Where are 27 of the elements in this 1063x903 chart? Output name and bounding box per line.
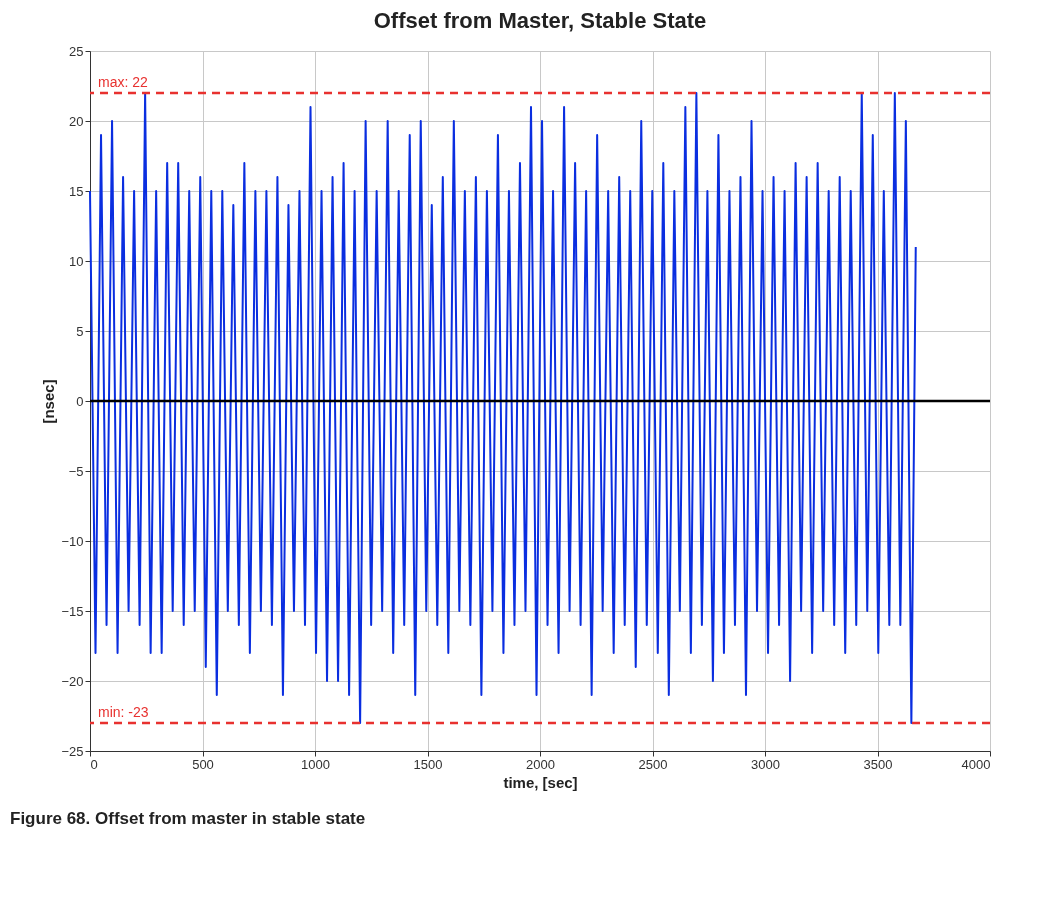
x-tick-label: 0 [90,756,98,772]
y-tick-label: 25 [69,43,84,59]
x-tick-label: 2000 [526,756,555,772]
y-tick-label: −5 [68,463,84,479]
y-tick-label: 5 [76,323,84,339]
x-tick-label: 4000 [961,756,991,772]
y-tick-label: 0 [76,393,84,409]
line-series [89,92,917,724]
y-tick-label: 15 [69,183,84,199]
x-tick-label: 1500 [413,756,443,772]
y-tick-label: −25 [61,743,84,759]
y-tick-label: −10 [61,533,84,549]
caption: Figure 68. Offset from master in stable state [10,809,366,828]
x-tick-label: 2500 [638,756,668,772]
x-tick-label: 1000 [301,756,330,772]
ref-line-label: min: -23 [98,704,149,720]
y-tick-label: 20 [69,113,84,129]
x-tick-label: 3000 [751,756,780,772]
ref-line-label: max: 22 [98,74,149,90]
x-axis-title: time, [sec] [503,773,578,791]
x-tick-label: 3500 [863,756,893,772]
y-axis-title: [nsec] [40,379,58,424]
x-tick-label: 500 [192,756,214,772]
y-tick-label: −15 [61,603,84,619]
chart-title: Offset from Master, Stable State [373,8,707,33]
y-tick-label: 10 [69,253,84,269]
y-tick-label: −20 [61,673,84,689]
